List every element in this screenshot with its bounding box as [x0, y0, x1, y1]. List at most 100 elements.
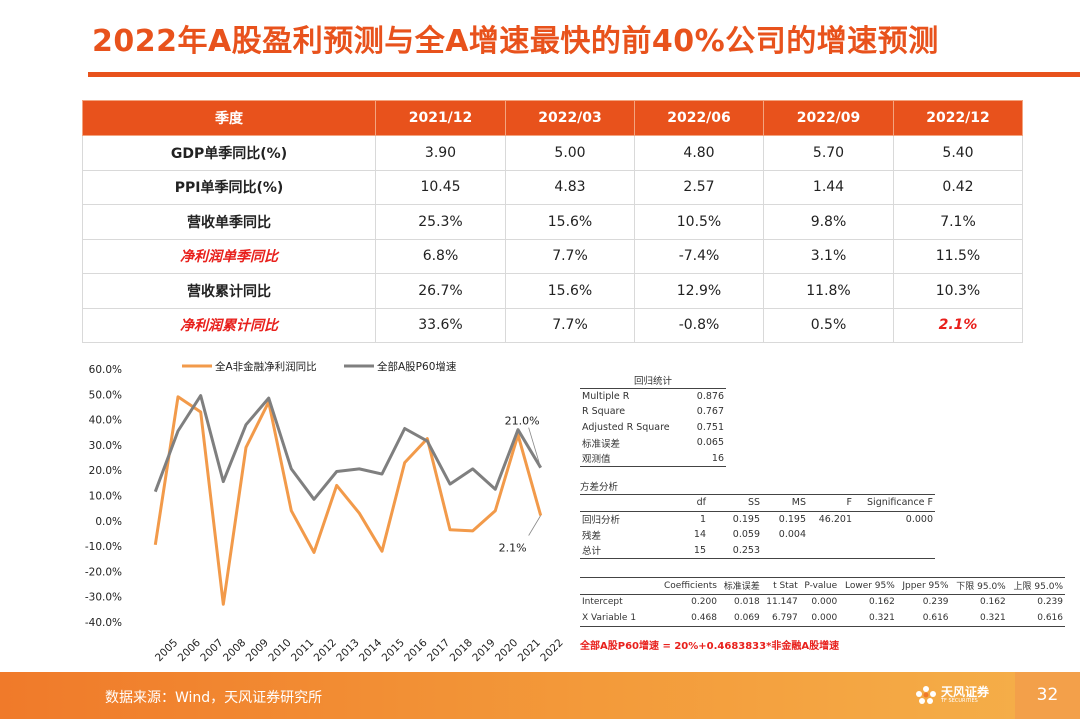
- x-tick-label: 2022: [538, 637, 565, 664]
- coef-header-row: Coefficients 标准误差 t Stat P-value Lower 9…: [580, 577, 1065, 595]
- table-cell: 2.57: [634, 169, 764, 205]
- coef-cell: 0.321: [839, 610, 897, 627]
- regression-stats-table: 回归统计 Multiple R 0.876 R Square 0.767 Adjus…: [580, 372, 726, 467]
- coef-cell: 0.468: [658, 610, 719, 627]
- table-cell: 7.7%: [505, 238, 635, 274]
- anova-cell: [854, 542, 935, 559]
- y-tick-label: -30.0%: [85, 592, 122, 604]
- anova-cell: 0.253: [708, 542, 762, 559]
- row-label-highlight: 净利润累计同比: [82, 307, 376, 343]
- anova-cell: 0.195: [778, 513, 806, 525]
- x-tick-label: 2017: [425, 637, 452, 664]
- anova-cell: [808, 527, 854, 543]
- coef-cell: 0.239: [922, 597, 949, 608]
- anova-header: [580, 495, 674, 512]
- x-tick-label: 2009: [244, 637, 271, 664]
- anova-cell: 总计: [580, 542, 674, 559]
- anova-row: 回归分析 1 0.195 0.195 46.201 0.000: [580, 511, 935, 527]
- table-cell: 6.8%: [375, 238, 506, 274]
- company-logo: 天风证券 TF SECURITIES: [915, 685, 989, 705]
- anova-header: F: [808, 495, 854, 512]
- anova-cell: [762, 542, 808, 559]
- coef-header: [580, 577, 658, 595]
- coef-cell: 0.162: [979, 597, 1006, 608]
- anova-cell: 0.059: [732, 529, 760, 541]
- table-cell: 15.6%: [505, 204, 635, 240]
- table-cell: 1.44: [763, 169, 894, 205]
- regression-formula: 全部A股P60增速 = 20%+0.4683833*非金融A股增速: [580, 640, 840, 652]
- table-cell: 10.3%: [893, 273, 1023, 309]
- annotation-leader: [528, 427, 542, 468]
- anova-row: 总计 15 0.253: [580, 542, 935, 559]
- coef-header: 下限 95.0%: [950, 577, 1008, 595]
- data-source: 数据来源：Wind，天风证券研究所: [105, 690, 323, 706]
- x-tick-label: 2020: [493, 637, 520, 664]
- table-cell: 10.45: [375, 169, 506, 205]
- x-tick-label: 2007: [198, 637, 225, 664]
- anova-cell: 0.000: [905, 513, 933, 525]
- x-tick-label: 2011: [289, 637, 316, 664]
- table-cell: 7.7%: [505, 307, 635, 343]
- table-cell: 0.5%: [763, 307, 894, 343]
- flower-icon: [916, 686, 936, 704]
- coef-row: X Variable 1 0.468 0.069 6.797 0.000 0.3…: [580, 610, 1065, 627]
- x-tick-label: 2010: [266, 637, 293, 664]
- x-tick-label: 2018: [448, 637, 475, 664]
- table-cell: -0.8%: [634, 307, 764, 343]
- row-label-highlight: 净利润单季同比: [82, 238, 376, 274]
- coef-cell: Intercept: [582, 597, 623, 608]
- y-tick-label: -10.0%: [85, 541, 122, 553]
- anova-header: SS: [708, 495, 762, 512]
- table-cell: 26.7%: [375, 273, 506, 309]
- coef-header: Coefficients: [658, 577, 719, 595]
- coef-cell: X Variable 1: [580, 610, 658, 627]
- table-header-cell: 2022/09: [763, 100, 894, 136]
- coef-cell: 0.000: [799, 610, 840, 627]
- x-tick-label: 2006: [176, 637, 204, 665]
- coefficients-table: Coefficients 标准误差 t Stat P-value Lower 9…: [580, 577, 1065, 627]
- coef-cell: 0.321: [950, 610, 1008, 627]
- y-tick-label: 0.0%: [95, 516, 122, 528]
- stats-row: 观测值 16: [580, 450, 726, 467]
- stats-label: Adjusted R Square: [582, 421, 670, 433]
- table-header-cell: 2022/03: [505, 100, 635, 136]
- anova-cell: 回归分析: [582, 515, 621, 527]
- coef-cell: 0.162: [869, 597, 895, 608]
- anova-cell: 0.004: [778, 529, 806, 541]
- coef-header: 上限 95.0%: [1007, 577, 1065, 595]
- table-cell: 12.9%: [634, 273, 764, 309]
- series-line: [153, 394, 542, 501]
- annotation-label: 21.0%: [505, 415, 540, 428]
- series-line: [153, 395, 543, 606]
- anova-header: MS: [762, 495, 808, 512]
- coef-row: Intercept 0.200 0.018 11.147 0.000 0.162…: [580, 594, 1065, 610]
- stats-value: 0.767: [696, 406, 724, 418]
- table-cell: 3.90: [375, 135, 506, 171]
- table-row: 营收累计同比 26.7% 15.6% 12.9% 11.8% 10.3%: [82, 273, 1023, 309]
- y-tick-label: 50.0%: [89, 389, 122, 401]
- stats-value: 0.876: [696, 390, 724, 402]
- coef-header: Lower 95%: [839, 577, 897, 595]
- legend-label: 全A非金融净利润同比: [215, 360, 317, 373]
- page-number: 32: [1015, 672, 1080, 719]
- x-tick-label: 2015: [380, 637, 407, 664]
- stats-label: 标准误差: [582, 438, 621, 450]
- row-label: PPI单季同比(%): [82, 169, 376, 205]
- anova-row: 残差 14 0.059 0.004: [580, 527, 935, 543]
- x-tick-label: 2005: [153, 637, 180, 664]
- y-tick-label: 60.0%: [89, 364, 122, 376]
- table-row: 净利润单季同比 6.8% 7.7% -7.4% 3.1% 11.5%: [82, 238, 1023, 274]
- y-tick-label: 30.0%: [89, 440, 122, 452]
- y-tick-label: 40.0%: [89, 415, 122, 427]
- coef-header: Jpper 95%: [896, 577, 951, 595]
- table-header-row: 季度 2021/12 2022/03 2022/06 2022/09 2022/…: [82, 100, 1023, 136]
- y-tick-label: 10.0%: [89, 491, 122, 503]
- stats-row: Multiple R 0.876: [580, 388, 726, 404]
- anova-header: df: [674, 495, 708, 512]
- y-tick-label: 20.0%: [89, 465, 122, 477]
- stats-value: 0.751: [696, 421, 724, 433]
- coef-header: P-value: [799, 577, 840, 595]
- logo-name: 天风证券: [941, 684, 990, 699]
- row-label: 营收累计同比: [82, 273, 376, 309]
- annotation-label: 2.1%: [499, 541, 527, 554]
